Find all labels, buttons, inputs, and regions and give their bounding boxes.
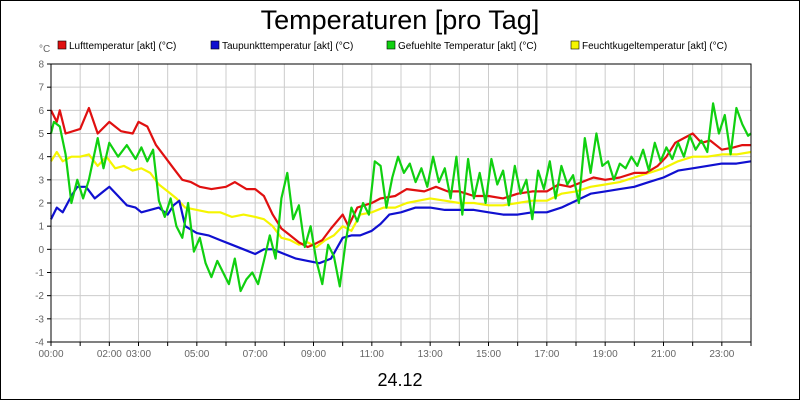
y-tick-label: 8 — [38, 60, 44, 71]
x-tick-label: 07:00 — [243, 349, 268, 360]
y-tick-label: 2 — [38, 199, 44, 210]
y-axis-unit-label: °C — [39, 44, 50, 55]
y-tick-label: 3 — [38, 175, 44, 186]
y-tick-label: 1 — [38, 222, 44, 233]
legend-swatch — [57, 40, 67, 50]
x-tick-label: 03:00 — [126, 349, 151, 360]
legend: Lufttemperatur [akt] (°C) Taupunkttempera… — [57, 40, 727, 52]
legend-item: Gefuehlte Temperatur [akt] (°C) — [386, 40, 537, 52]
legend-label: Feuchtkugeltemperatur [akt] (°C) — [582, 41, 727, 52]
y-tick-label: -4 — [35, 338, 44, 349]
x-tick-label: 15:00 — [476, 349, 501, 360]
legend-item: Lufttemperatur [akt] (°C) — [57, 40, 176, 52]
x-tick-label: 13:00 — [418, 349, 443, 360]
y-tick-label: -2 — [35, 291, 44, 302]
x-tick-label: 09:00 — [301, 349, 326, 360]
x-tick-label: 02:00 — [97, 349, 122, 360]
legend-label: Lufttemperatur [akt] (°C) — [69, 41, 176, 52]
y-tick-label: 7 — [38, 83, 44, 94]
y-tick-label: -3 — [35, 314, 44, 325]
x-tick-label: 00:00 — [38, 349, 63, 360]
y-tick-label: 5 — [38, 129, 44, 140]
y-tick-label: 0 — [38, 245, 44, 256]
x-tick-label: 21:00 — [651, 349, 676, 360]
legend-label: Taupunkttemperatur [akt] (°C) — [222, 41, 353, 52]
series-layer — [49, 102, 752, 293]
x-tick-label: 05:00 — [184, 349, 209, 360]
series-line — [50, 150, 752, 249]
series-line — [49, 102, 752, 293]
legend-swatch — [570, 40, 580, 50]
chart-title: Temperaturen [pro Tag] — [261, 5, 540, 35]
x-tick-label: 11:00 — [360, 349, 385, 360]
x-axis-date-label: 24.12 — [377, 370, 422, 390]
legend-item: Feuchtkugeltemperatur [akt] (°C) — [570, 40, 727, 52]
y-tick-label: -1 — [35, 268, 44, 279]
legend-swatch — [210, 40, 220, 50]
legend-swatch — [386, 40, 396, 50]
y-tick-label: 4 — [38, 152, 44, 163]
x-tick-label: 19:00 — [593, 349, 618, 360]
x-tick-label: 23:00 — [709, 349, 734, 360]
plot-border — [50, 63, 752, 343]
legend-item: Taupunkttemperatur [akt] (°C) — [210, 40, 353, 52]
legend-label: Gefuehlte Temperatur [akt] (°C) — [398, 41, 537, 52]
y-tick-label: 6 — [38, 106, 44, 117]
grid — [50, 63, 752, 343]
y-axis-ticks: -4 -3 -2 -1 0 1 2 3 4 5 6 7 8 — [35, 60, 51, 349]
series-line — [50, 106, 751, 249]
x-axis-ticks: 00:00 02:00 03:00 05:00 07:00 09:00 11:00 13:00… — [38, 342, 752, 360]
x-tick-label: 17:00 — [534, 349, 559, 360]
series-line — [50, 160, 752, 265]
